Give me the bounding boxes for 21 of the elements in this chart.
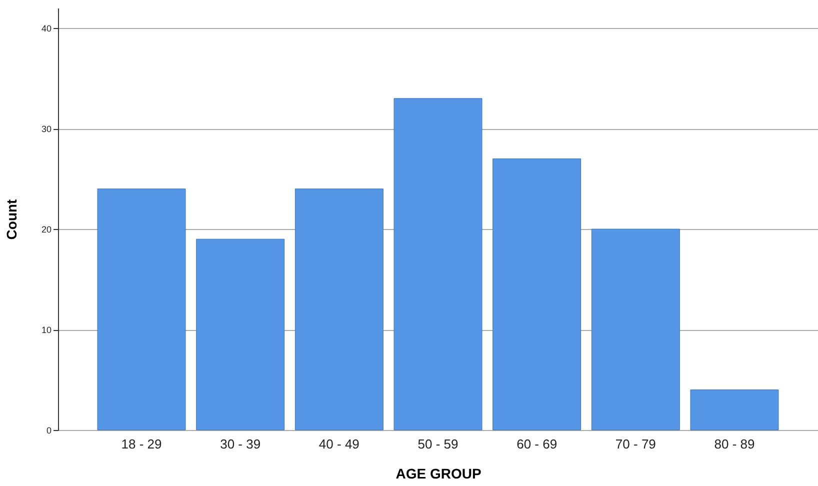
x-axis-title: AGE GROUP — [396, 466, 482, 482]
x-tick-label: 30 - 39 — [220, 436, 261, 452]
bar — [690, 390, 779, 430]
bar — [97, 188, 186, 430]
bar — [591, 228, 680, 430]
x-tick-label: 60 - 69 — [516, 436, 558, 452]
y-tick-label: 0 — [46, 426, 52, 436]
bar — [196, 238, 285, 430]
y-tick-label: 10 — [41, 325, 52, 336]
y-axis-title: Count — [3, 198, 20, 240]
x-tick-label: 80 - 89 — [714, 436, 755, 452]
x-tick-label: 40 - 49 — [318, 436, 360, 452]
y-tick-label: 20 — [41, 224, 52, 235]
y-tick-label: 40 — [41, 24, 52, 34]
bar — [492, 158, 582, 430]
bar — [294, 188, 384, 430]
y-tick-label: 30 — [41, 124, 52, 134]
x-tick-label: 18 - 29 — [121, 436, 162, 452]
x-tick-label: 70 - 79 — [615, 436, 656, 452]
bar — [394, 98, 482, 430]
x-tick-label: 50 - 59 — [418, 436, 458, 452]
